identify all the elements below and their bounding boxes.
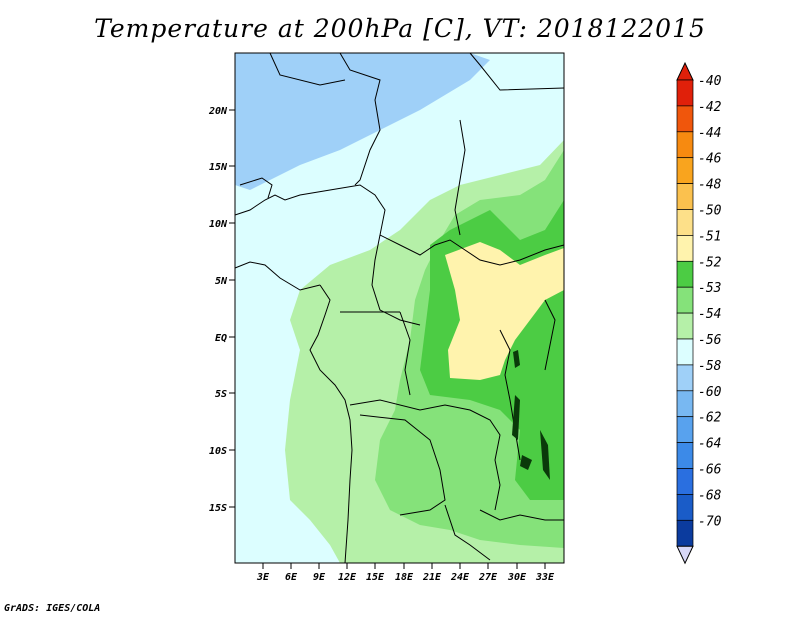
colorbar-label: -44 <box>698 126 721 141</box>
colorbar-swatch <box>676 364 694 392</box>
lat-label: 15N <box>209 162 228 173</box>
colorbar-label: -58 <box>698 359 722 374</box>
colorbar: -40 -42 -44 -46 -48 -50 -51 -52 -53 -54 -56 -58 -60 -… <box>676 61 722 565</box>
colorbar-swatch <box>676 260 694 288</box>
colorbar-swatch <box>676 235 694 262</box>
lat-label: 15S <box>209 503 227 514</box>
lat-label: 5N <box>215 276 228 287</box>
lon-axis: 3E 6E 9E 12E 15E 18E 21E 24E 27E 30E 33E <box>256 563 555 583</box>
colorbar-label: -70 <box>698 514 722 529</box>
field-minus51-yellow <box>445 242 564 380</box>
colorbar-label: -52 <box>698 255 722 270</box>
field-minus56 <box>235 53 490 190</box>
colorbar-swatch <box>676 286 694 314</box>
lon-label: 33E <box>535 572 555 583</box>
lat-label: 10S <box>209 446 227 457</box>
lon-label: 30E <box>507 572 527 583</box>
lon-label: 18E <box>395 572 414 583</box>
colorbar-label: -66 <box>698 463 722 478</box>
colorbar-swatch <box>676 416 694 443</box>
colorbar-top-arrow <box>676 61 694 81</box>
colorbar-label: -60 <box>698 385 722 400</box>
colorbar-label: -51 <box>698 229 721 244</box>
lat-axis: 20N 15N 10N 5N EQ 5S 10S 15S <box>208 106 235 514</box>
lon-label: 3E <box>256 572 270 583</box>
lon-label: 12E <box>338 572 357 583</box>
lat-label: 10N <box>209 219 228 230</box>
colorbar-swatch <box>676 209 694 236</box>
country-borders <box>234 52 565 564</box>
colorbar-swatch <box>676 312 694 340</box>
colorbar-swatch <box>676 519 694 547</box>
colorbar-label: -53 <box>698 281 721 296</box>
lat-label: EQ <box>215 333 227 344</box>
colorbar-swatch <box>676 183 694 210</box>
lon-label: 24E <box>450 572 470 583</box>
colorbar-swatch <box>676 468 694 495</box>
lat-label: 20N <box>208 106 228 117</box>
colorbar-bottom-arrow <box>676 545 694 565</box>
lakes <box>512 350 550 480</box>
colorbar-swatch <box>676 105 694 133</box>
colorbar-label: -40 <box>698 74 722 89</box>
lat-label: 5S <box>215 389 227 400</box>
colorbar-label: -56 <box>698 333 722 348</box>
colorbar-swatch <box>676 131 694 159</box>
colorbar-label: -50 <box>698 204 722 219</box>
colorbar-label: -62 <box>698 411 722 426</box>
map-title: Temperature at 200hPa [C], VT: 201812201… <box>94 14 706 43</box>
colorbar-label: -46 <box>698 152 722 167</box>
lon-label: 27E <box>478 572 498 583</box>
colorbar-label: -68 <box>698 488 722 503</box>
footer-credit: GrADS: IGES/COLA <box>4 603 101 614</box>
map-area <box>234 52 565 564</box>
lon-label: 21E <box>422 572 442 583</box>
map-frame <box>234 52 565 564</box>
colorbar-swatch <box>676 338 694 366</box>
colorbar-swatch <box>676 390 694 418</box>
lon-label: 9E <box>313 572 326 583</box>
colorbar-label: -54 <box>698 307 721 322</box>
lon-label: 6E <box>285 572 298 583</box>
colorbar-label: -42 <box>698 100 722 115</box>
lon-label: 15E <box>366 572 385 583</box>
colorbar-swatch <box>676 494 694 521</box>
colorbar-swatch <box>676 79 694 107</box>
colorbar-label: -48 <box>698 178 722 193</box>
colorbar-label: -64 <box>698 437 721 452</box>
colorbar-swatch <box>676 157 694 184</box>
colorbar-swatch <box>676 442 694 469</box>
